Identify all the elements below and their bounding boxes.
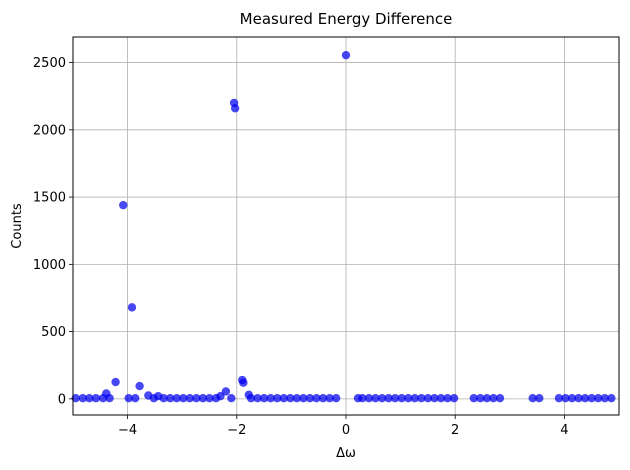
data-point — [246, 393, 256, 403]
data-point — [192, 393, 201, 403]
data-point — [423, 393, 433, 403]
data-point — [554, 393, 564, 403]
y-tick-label: 2500 — [33, 56, 66, 71]
data-point — [495, 393, 505, 403]
data-point — [266, 393, 275, 403]
data-point — [179, 393, 188, 403]
data-point — [253, 393, 262, 403]
y-tick-label: 1500 — [33, 191, 66, 206]
data-points — [71, 50, 616, 403]
data-point — [111, 377, 120, 387]
data-point — [325, 393, 334, 403]
data-point — [489, 393, 498, 403]
data-point — [299, 393, 308, 403]
data-point — [165, 393, 175, 403]
data-point — [417, 393, 426, 403]
y-tick-label: 2000 — [33, 123, 66, 138]
data-point — [430, 393, 439, 403]
data-point — [227, 393, 236, 403]
data-point — [216, 391, 225, 401]
data-point — [607, 393, 616, 403]
data-point — [600, 393, 610, 403]
data-point — [312, 393, 321, 403]
data-point — [535, 393, 544, 403]
data-point — [587, 393, 596, 403]
data-point — [85, 393, 94, 403]
data-point — [221, 387, 231, 396]
data-point — [198, 393, 208, 403]
data-point — [127, 303, 137, 312]
data-point — [230, 104, 240, 113]
data-point — [580, 393, 590, 403]
data-point — [273, 393, 282, 403]
data-point — [443, 393, 452, 403]
y-tick-label: 0 — [58, 392, 66, 407]
data-point — [305, 393, 315, 403]
x-tick-label: 4 — [560, 423, 568, 438]
data-point — [469, 393, 478, 403]
data-point — [159, 393, 168, 403]
data-point — [410, 393, 419, 403]
data-point — [119, 200, 128, 210]
data-point — [292, 393, 302, 403]
data-point — [449, 393, 459, 403]
data-point — [124, 393, 133, 403]
data-point — [71, 393, 80, 403]
data-point — [259, 393, 269, 403]
data-point — [528, 393, 537, 403]
data-point — [561, 393, 570, 403]
data-point — [476, 393, 485, 403]
data-point — [371, 393, 380, 403]
data-point — [286, 393, 295, 403]
data-point — [364, 393, 374, 403]
data-point — [358, 393, 367, 403]
data-point — [594, 393, 603, 403]
data-point — [78, 393, 88, 403]
data-point — [436, 393, 446, 403]
data-point — [482, 393, 492, 403]
x-tick-label: −2 — [227, 423, 246, 438]
chart-title: Measured Energy Difference — [240, 10, 453, 28]
data-point — [574, 393, 583, 403]
data-point — [131, 393, 140, 403]
data-point — [279, 393, 288, 403]
data-point — [404, 393, 413, 403]
x-axis-label: Δω — [336, 446, 356, 461]
data-point — [205, 393, 214, 403]
data-point — [384, 393, 393, 403]
x-tick-label: 2 — [451, 423, 459, 438]
y-tick-label: 500 — [41, 325, 66, 340]
data-point — [318, 393, 328, 403]
data-point — [105, 393, 114, 403]
x-ticks: −4 −2 0 2 4 — [118, 415, 569, 438]
data-point — [377, 393, 387, 403]
data-point — [172, 393, 181, 403]
y-ticks: 0 500 1000 1500 2000 2500 — [33, 56, 73, 407]
data-point — [185, 393, 195, 403]
y-axis-label: Counts — [10, 203, 25, 249]
data-point — [390, 393, 400, 403]
data-point — [341, 50, 351, 60]
gridlines — [73, 37, 619, 415]
x-tick-label: −4 — [118, 423, 137, 438]
data-point — [331, 393, 341, 403]
data-point — [91, 393, 101, 403]
x-tick-label: 0 — [342, 423, 350, 438]
data-point — [239, 378, 248, 387]
data-point — [397, 393, 406, 403]
data-point — [567, 393, 577, 403]
data-point — [135, 381, 144, 391]
y-tick-label: 1000 — [33, 258, 66, 273]
